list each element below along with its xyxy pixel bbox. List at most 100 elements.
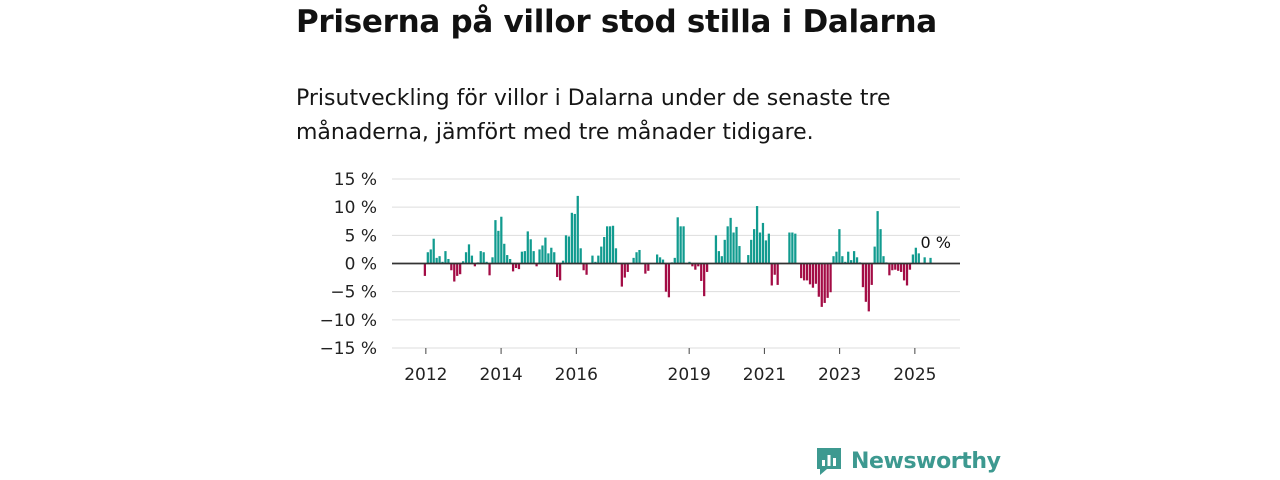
bar — [905, 263, 909, 286]
bar — [764, 240, 768, 264]
bar — [873, 246, 876, 264]
bar — [832, 256, 835, 264]
bar — [829, 263, 832, 293]
bar — [532, 251, 535, 264]
bar — [861, 263, 865, 288]
bar — [467, 244, 471, 264]
bar — [761, 222, 765, 264]
bar — [917, 253, 920, 264]
bar — [426, 252, 429, 264]
bar — [758, 232, 762, 264]
bar — [838, 229, 841, 264]
bar — [811, 263, 815, 288]
y-tick-label: 0 % — [345, 255, 377, 275]
bar — [556, 263, 559, 278]
bar — [753, 229, 756, 264]
bar — [491, 257, 494, 264]
bar — [791, 232, 794, 264]
bar — [570, 212, 573, 264]
bar — [755, 206, 759, 264]
bar — [923, 257, 926, 264]
bar — [450, 263, 453, 271]
bar — [603, 237, 606, 264]
y-tick-label: 10 % — [334, 198, 377, 218]
bar — [632, 257, 635, 264]
bar — [500, 216, 503, 264]
bar — [597, 255, 600, 264]
bar — [729, 217, 732, 264]
bar — [558, 263, 562, 281]
bar — [879, 229, 882, 264]
bar — [823, 263, 826, 303]
bar — [679, 226, 682, 264]
bar — [826, 263, 829, 298]
bar — [506, 255, 509, 264]
bar — [882, 256, 885, 264]
bar — [817, 263, 820, 297]
bar — [529, 239, 532, 264]
bar — [503, 243, 506, 264]
bar — [788, 232, 791, 264]
bar — [661, 259, 665, 264]
bar — [726, 226, 729, 264]
bar — [541, 245, 544, 264]
bar — [800, 263, 803, 279]
bar — [703, 263, 706, 297]
bar — [911, 254, 915, 264]
bar — [914, 247, 917, 264]
x-axis-ticks: 2012 2014 2016 2019 2021 2023 2025 — [404, 348, 936, 385]
bar — [767, 233, 770, 264]
bar — [438, 256, 441, 264]
bar — [714, 235, 718, 264]
y-tick-label: −10 % — [320, 311, 377, 331]
bar — [526, 231, 529, 264]
bar — [488, 263, 491, 276]
bar — [720, 256, 723, 264]
x-tick-label: 2014 — [479, 365, 522, 385]
bar — [573, 213, 576, 264]
bar — [855, 257, 859, 264]
bar — [464, 252, 468, 264]
bar — [888, 263, 891, 276]
bar — [459, 263, 462, 275]
y-tick-label: −15 % — [320, 339, 377, 359]
bar — [494, 220, 497, 264]
bar — [723, 239, 726, 264]
bar — [750, 239, 753, 264]
bar — [591, 255, 594, 264]
bar — [694, 263, 697, 270]
bar — [897, 263, 900, 271]
x-tick-label: 2012 — [404, 365, 447, 385]
bar — [432, 238, 435, 264]
bar — [852, 251, 856, 264]
bar — [876, 211, 879, 264]
bar — [517, 263, 521, 270]
bar — [673, 257, 676, 264]
bar — [929, 257, 932, 264]
y-tick-label: −5 % — [330, 283, 377, 303]
bar — [456, 263, 459, 276]
bar — [705, 263, 709, 272]
bar — [479, 251, 482, 264]
bar — [585, 263, 588, 275]
bar — [644, 263, 647, 274]
x-tick-label: 2019 — [668, 365, 711, 385]
bar — [870, 263, 873, 285]
bar — [614, 248, 618, 264]
bar — [623, 263, 626, 278]
bar — [735, 226, 738, 264]
bar — [470, 255, 474, 264]
bar — [814, 263, 818, 284]
y-tick-label: 5 % — [345, 226, 377, 246]
bar — [647, 263, 650, 271]
bar — [717, 251, 720, 264]
bar — [535, 263, 538, 267]
bar — [658, 257, 662, 264]
bar — [423, 263, 427, 276]
bar — [676, 217, 679, 264]
chart-title: Priserna på villor stod stilla i Dalarna — [296, 4, 937, 40]
bar — [747, 255, 750, 264]
bar — [638, 249, 641, 264]
bar — [891, 263, 894, 271]
